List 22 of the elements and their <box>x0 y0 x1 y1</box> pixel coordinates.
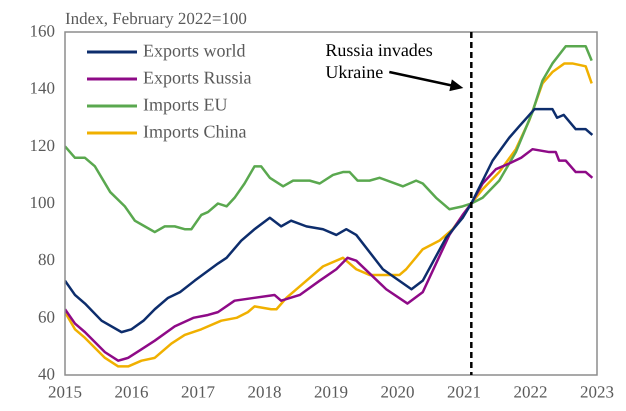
legend-label: Exports Russia <box>143 68 252 88</box>
x-tick-label: 2018 <box>248 382 282 402</box>
y-tick-label: 60 <box>38 307 55 326</box>
legend-label: Imports China <box>143 122 246 142</box>
legend-label: Imports EU <box>143 94 228 115</box>
x-tick-label: 2020 <box>380 382 414 402</box>
y-tick-label: 120 <box>30 136 55 155</box>
x-tick-label: 2016 <box>114 382 148 402</box>
y-tick-label: 100 <box>30 192 55 212</box>
x-tick-label: 2015 <box>48 382 82 402</box>
x-tick-label: 2022 <box>514 382 548 402</box>
y-axis-title: Index, February 2022=100 <box>65 9 247 28</box>
y-tick-label: 160 <box>30 21 55 40</box>
ref-line-label: Russia invades Ukraine <box>325 40 433 82</box>
y-tick-label: 140 <box>30 78 55 98</box>
x-tick-label: 2021 <box>447 382 481 402</box>
legend-label: Exports world <box>143 40 246 61</box>
y-tick-label: 40 <box>38 364 55 384</box>
y-tick-label: 80 <box>38 250 55 270</box>
x-tick-label: 2019 <box>314 382 348 402</box>
x-tick-label: 2017 <box>181 382 216 402</box>
x-tick-label: 2023 <box>580 382 614 402</box>
